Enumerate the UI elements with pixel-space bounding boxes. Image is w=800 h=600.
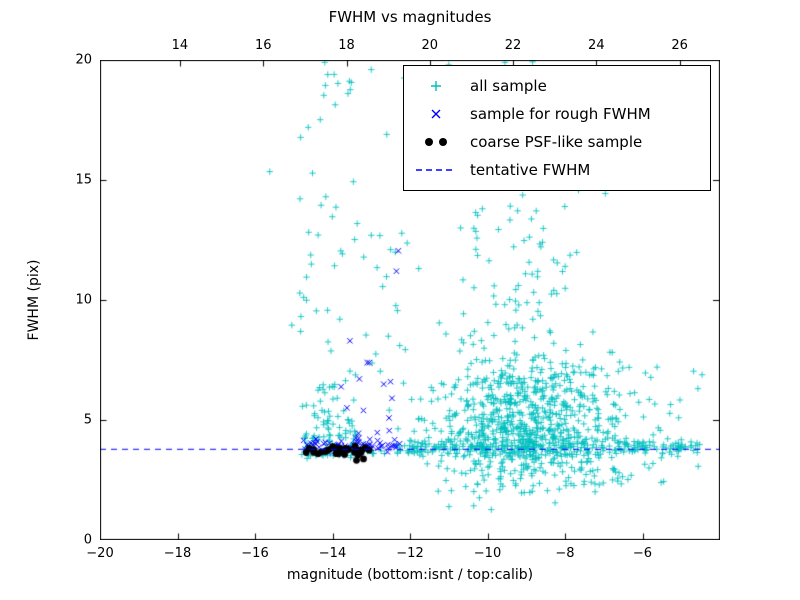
dot-marker-icon <box>408 135 464 149</box>
top-tick-label: 20 <box>421 38 439 53</box>
chart-title: FWHM vs magnitudes <box>328 8 492 26</box>
y-tick-label: 5 <box>83 412 92 428</box>
x-tick-label: −14 <box>318 546 347 561</box>
y-tick-label: 0 <box>83 532 92 548</box>
legend-entry-all-sample: all sample <box>408 72 710 100</box>
plus-marker-icon <box>408 79 464 93</box>
top-tick-label: 18 <box>338 38 355 53</box>
legend-label: coarse PSF-like sample <box>470 133 643 151</box>
y-tick-label: 15 <box>75 172 92 188</box>
x-tick-label: −12 <box>396 546 424 561</box>
legend-entry-rough-fwhm: sample for rough FWHM <box>408 100 710 128</box>
plot-area: all sample sample for rough FWHM coarse … <box>100 60 720 540</box>
x-axis-label: magnitude (bottom:isnt / top:calib) <box>286 567 534 583</box>
y-axis-label: FWHM (pix) <box>26 259 42 341</box>
x-tick-label: −16 <box>241 546 269 561</box>
legend: all sample sample for rough FWHM coarse … <box>403 65 711 191</box>
x-marker-icon <box>408 107 464 121</box>
legend-label: sample for rough FWHM <box>470 105 651 123</box>
top-tick-label: 22 <box>504 38 522 53</box>
x-tick-label: −10 <box>473 546 502 561</box>
top-tick-label: 14 <box>171 38 189 53</box>
y-tick-label: 10 <box>75 292 92 308</box>
legend-entry-tentative-fwhm: tentative FWHM <box>408 156 710 184</box>
dashed-line-icon <box>408 163 464 177</box>
top-tick-label: 16 <box>254 38 272 53</box>
y-tick-label: 20 <box>75 52 92 68</box>
x-tick-label: −20 <box>86 546 114 561</box>
x-tick-label: −6 <box>632 546 653 561</box>
legend-label: tentative FWHM <box>470 161 591 179</box>
legend-label: all sample <box>470 77 547 95</box>
x-tick-label: −8 <box>555 546 575 561</box>
top-tick-label: 26 <box>671 38 688 53</box>
x-tick-label: −18 <box>163 546 192 561</box>
top-tick-label: 24 <box>588 38 605 53</box>
legend-entry-psf-sample: coarse PSF-like sample <box>408 128 710 156</box>
